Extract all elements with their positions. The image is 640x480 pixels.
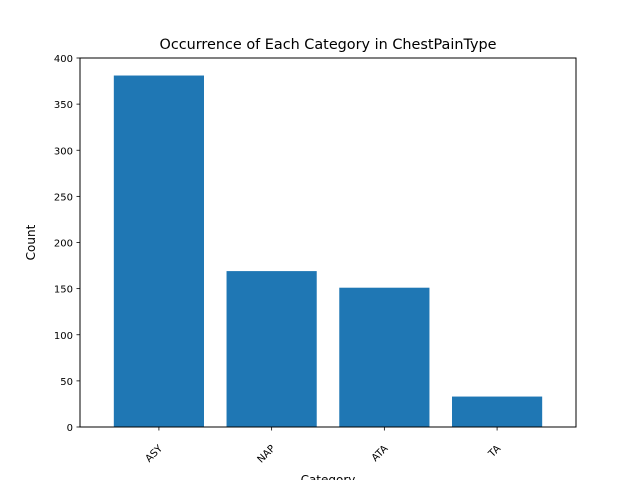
y-tick-label: 100 bbox=[54, 331, 73, 342]
plot-frame bbox=[79, 57, 577, 428]
y-tick-label: 350 bbox=[54, 100, 73, 111]
y-tick-label: 150 bbox=[54, 285, 73, 296]
bars-group bbox=[113, 75, 543, 427]
x-axis-label: Category bbox=[301, 473, 356, 480]
bar-asy bbox=[113, 75, 204, 427]
y-tick-label: 50 bbox=[60, 377, 73, 388]
y-axis: 0 50 100 150 200 250 300 350 400 bbox=[54, 54, 80, 434]
bar-ta bbox=[452, 396, 543, 427]
y-tick-label: 250 bbox=[54, 192, 73, 203]
x-axis: ASY NAP ATA TA bbox=[144, 427, 503, 466]
y-tick-label: 400 bbox=[54, 54, 73, 65]
y-axis-label: Count bbox=[24, 224, 38, 260]
chart-title: Occurrence of Each Category in ChestPain… bbox=[160, 37, 497, 53]
y-tick-label: 0 bbox=[67, 423, 73, 434]
x-tick-label-asy: ASY bbox=[144, 443, 166, 465]
bar-nap bbox=[226, 271, 317, 427]
y-tick-label: 300 bbox=[54, 146, 73, 157]
bar-ata bbox=[339, 287, 430, 427]
y-tick-label: 200 bbox=[54, 239, 73, 250]
x-tick-label-nap: NAP bbox=[256, 443, 278, 465]
x-tick-label-ta: TA bbox=[486, 443, 503, 460]
x-tick-label-ata: ATA bbox=[370, 443, 391, 464]
